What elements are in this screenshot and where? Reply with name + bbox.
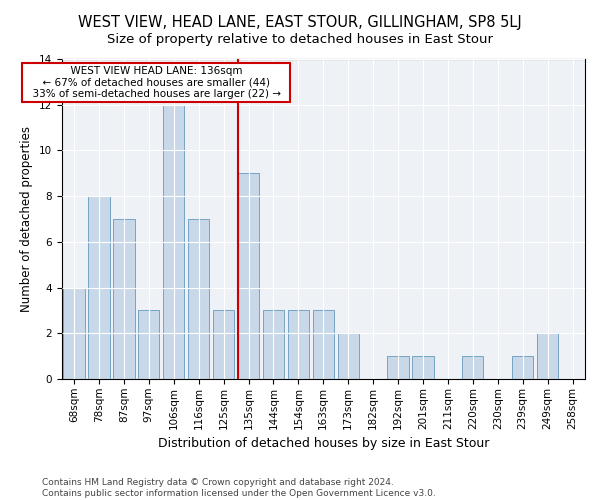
Text: WEST VIEW HEAD LANE: 136sqm  
  ← 67% of detached houses are smaller (44)  
  33: WEST VIEW HEAD LANE: 136sqm ← 67% of det… [26,66,287,99]
Bar [313,310,334,379]
Bar [138,310,160,379]
Bar [512,356,533,379]
Text: Size of property relative to detached houses in East Stour: Size of property relative to detached ho… [107,32,493,46]
Bar [288,310,309,379]
Bar [188,219,209,379]
Bar [238,174,259,379]
Bar [263,310,284,379]
Bar [388,356,409,379]
Bar [163,104,184,379]
Text: WEST VIEW, HEAD LANE, EAST STOUR, GILLINGHAM, SP8 5LJ: WEST VIEW, HEAD LANE, EAST STOUR, GILLIN… [78,15,522,30]
Bar [213,310,234,379]
Bar [113,219,134,379]
Bar [88,196,110,379]
Text: Contains HM Land Registry data © Crown copyright and database right 2024.
Contai: Contains HM Land Registry data © Crown c… [42,478,436,498]
X-axis label: Distribution of detached houses by size in East Stour: Distribution of detached houses by size … [158,437,489,450]
Bar [338,333,359,379]
Y-axis label: Number of detached properties: Number of detached properties [20,126,33,312]
Bar [537,333,558,379]
Bar [412,356,434,379]
Bar [462,356,484,379]
Bar [64,288,85,379]
